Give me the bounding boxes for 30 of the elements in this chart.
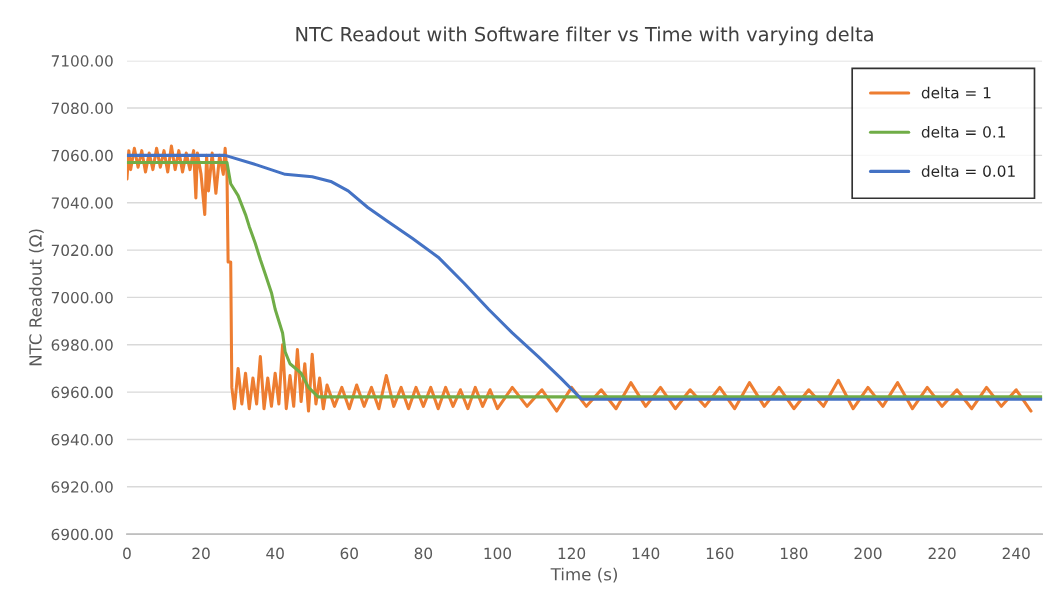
y-tick-label: 7000.00 [51, 291, 113, 304]
x-tick-label: 140 [632, 547, 660, 560]
y-tick-label: 6900.00 [51, 528, 113, 541]
legend-label: delta = 0.1 [921, 125, 1006, 138]
x-tick-label: 20 [192, 547, 210, 560]
y-tick-label: 6920.00 [51, 481, 113, 493]
x-tick-label: 160 [706, 547, 734, 560]
x-tick-label: 60 [340, 547, 358, 560]
y-tick-label: 6940.00 [51, 433, 113, 446]
y-tick-label: 6980.00 [51, 339, 113, 351]
x-tick-label: 240 [1002, 547, 1030, 560]
y-tick-label: 6960.00 [51, 386, 113, 399]
legend-label: delta = 1 [921, 86, 991, 99]
y-tick-label: 7020.00 [51, 244, 113, 257]
x-tick-label: 100 [484, 547, 512, 560]
y-tick-label: 7100.00 [51, 55, 113, 67]
x-axis-title: Time (s) [550, 567, 617, 583]
x-tick-label: 220 [928, 547, 956, 560]
y-tick-label: 7060.00 [51, 149, 113, 162]
x-tick-label: 40 [266, 547, 284, 560]
chart-title: NTC Readout with Software filter vs Time with varying delta [296, 26, 873, 46]
y-tick-label: 7040.00 [51, 197, 113, 209]
x-tick-label: 180 [780, 547, 808, 560]
x-tick-label: 120 [558, 547, 586, 560]
x-tick-label: 200 [854, 547, 882, 560]
legend-label: delta = 0.01 [921, 165, 1015, 177]
y-tick-label: 7080.00 [51, 102, 113, 115]
x-tick-label: 80 [414, 547, 433, 560]
x-tick-label: 0 [123, 547, 131, 560]
y-axis-title: NTC Readout (Ω) [28, 229, 44, 366]
